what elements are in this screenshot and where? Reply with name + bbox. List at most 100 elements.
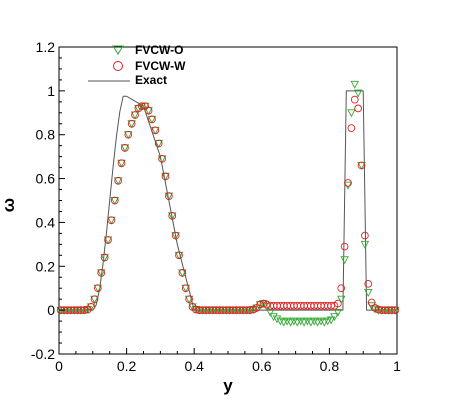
- legend-label-exact: Exact: [135, 73, 167, 87]
- fvcw-w-point: [107, 216, 116, 225]
- fvcw-w-point: [97, 269, 106, 277]
- fvcw-w-point: [354, 104, 362, 113]
- fvcw-w-series: [56, 95, 400, 314]
- fvcw-o-point: [289, 317, 299, 326]
- legend: FVCW-O FVCW-W Exact: [88, 43, 186, 87]
- fvcw-o-point: [353, 89, 363, 98]
- fvcw-o-point: [340, 256, 349, 265]
- fvcw-w-point: [137, 102, 146, 111]
- y-axis-ticks: -0.2 0 0.2 0.4 0.6 0.8 1 1.2: [31, 39, 65, 362]
- fvcw-w-point: [90, 295, 99, 304]
- fvcw-o-point: [350, 80, 360, 89]
- fvcw-w-point: [246, 306, 254, 314]
- x-axis-label: y: [223, 376, 233, 395]
- y-axis-label: ω: [0, 198, 18, 212]
- fvcw-w-point: [100, 253, 109, 262]
- fvcw-o-point: [276, 317, 285, 326]
- fvcw-o-point: [296, 317, 305, 326]
- fvcw-o-point: [316, 317, 326, 326]
- y-tick-label: 0: [47, 302, 55, 318]
- fvcw-w-point: [154, 139, 163, 148]
- legend-label-fvcw-o: FVCW-O: [135, 43, 183, 57]
- y-tick-label: 1: [47, 83, 55, 99]
- fvcw-o-point: [343, 181, 353, 190]
- fvcw-w-point: [178, 269, 187, 277]
- fvcw-w-point: [327, 301, 335, 310]
- y-tick-label: -0.2: [31, 346, 55, 362]
- fvcw-o-series: [56, 80, 400, 327]
- fvcw-w-point: [131, 111, 139, 119]
- exact-series: [59, 90, 397, 311]
- fvcw-w-point: [104, 236, 112, 244]
- fvcw-w-point: [151, 126, 160, 135]
- fvcw-w-point: [371, 304, 379, 312]
- fvcw-w-point: [350, 95, 359, 104]
- fvcw-w-point: [161, 172, 170, 181]
- fvcw-o-point: [326, 316, 336, 325]
- fvcw-o-point: [303, 317, 312, 326]
- fvcw-o-point: [272, 315, 282, 324]
- fvcw-w-point: [344, 179, 352, 187]
- fvcw-w-point: [361, 231, 369, 240]
- legend-item-fvcw-o: FVCW-O: [112, 43, 183, 57]
- fvcw-w-point: [259, 299, 268, 308]
- fvcw-w-point: [80, 306, 89, 314]
- fvcw-w-point: [364, 279, 373, 288]
- fvcw-o-point: [360, 240, 370, 249]
- fvcw-w-point: [340, 242, 349, 251]
- fvcw-o-point: [336, 295, 346, 304]
- fvcw-w-point: [114, 176, 123, 185]
- fvcw-w-point: [391, 306, 400, 314]
- fvcw-o-point: [269, 313, 278, 322]
- fvcw-w-point: [158, 154, 166, 163]
- x-tick-label: 0.8: [320, 358, 340, 374]
- x-tick-label: 0.4: [184, 358, 204, 374]
- fvcw-w-point: [165, 192, 173, 200]
- fvcw-o-point: [347, 109, 356, 118]
- fvcw-o-point: [309, 317, 319, 326]
- fvcw-w-point: [388, 306, 396, 314]
- fvcw-o-point: [333, 308, 343, 317]
- fvcw-w-point: [171, 231, 180, 240]
- legend-item-fvcw-w: FVCW-W: [113, 59, 186, 73]
- fvcw-w-point: [181, 284, 190, 293]
- fvcw-w-point: [337, 284, 346, 293]
- fvcw-w-point: [168, 212, 177, 220]
- fvcw-w-point: [185, 295, 193, 304]
- fvcw-w-point: [121, 144, 129, 152]
- fvcw-o-point: [330, 313, 339, 322]
- fvcw-o-point: [370, 305, 380, 314]
- fvcw-w-point: [110, 196, 119, 205]
- fvcw-w-point: [87, 303, 95, 311]
- x-tick-label: 0: [55, 358, 63, 374]
- fvcw-o-point: [364, 289, 373, 298]
- legend-marker-fvcw-o: [112, 45, 124, 55]
- fvcw-w-point: [347, 124, 356, 132]
- x-axis-ticks: 0 0.2 0.4 0.6 0.8 1: [55, 348, 401, 374]
- x-tick-label: 0.2: [117, 358, 137, 374]
- y-tick-label: 0.4: [36, 214, 56, 230]
- y-tick-label: 0.2: [36, 258, 56, 274]
- y-tick-label: 0.6: [36, 171, 56, 187]
- fvcw-w-point: [94, 284, 102, 293]
- legend-item-exact: Exact: [88, 73, 167, 87]
- y-tick-label: 0.8: [36, 127, 56, 143]
- fvcw-w-point: [249, 305, 258, 314]
- fvcw-w-point: [124, 130, 133, 139]
- fvcw-w-point: [334, 299, 342, 308]
- exact-line: [59, 90, 397, 311]
- x-tick-label: 0.6: [252, 358, 272, 374]
- fvcw-w-point: [357, 161, 366, 170]
- x-tick-label: 1: [393, 358, 401, 374]
- fvcw-w-point: [175, 251, 183, 260]
- y-tick-label: 1.2: [36, 39, 56, 55]
- fvcw-o-point: [282, 317, 292, 326]
- legend-label-fvcw-w: FVCW-W: [135, 59, 186, 73]
- fvcw-w-point: [148, 115, 156, 124]
- fvcw-w-point: [144, 106, 153, 115]
- fvcw-w-point: [117, 159, 126, 168]
- legend-marker-fvcw-w: [113, 61, 123, 71]
- fvcw-w-point: [127, 119, 136, 128]
- fvcw-w-point: [367, 298, 376, 307]
